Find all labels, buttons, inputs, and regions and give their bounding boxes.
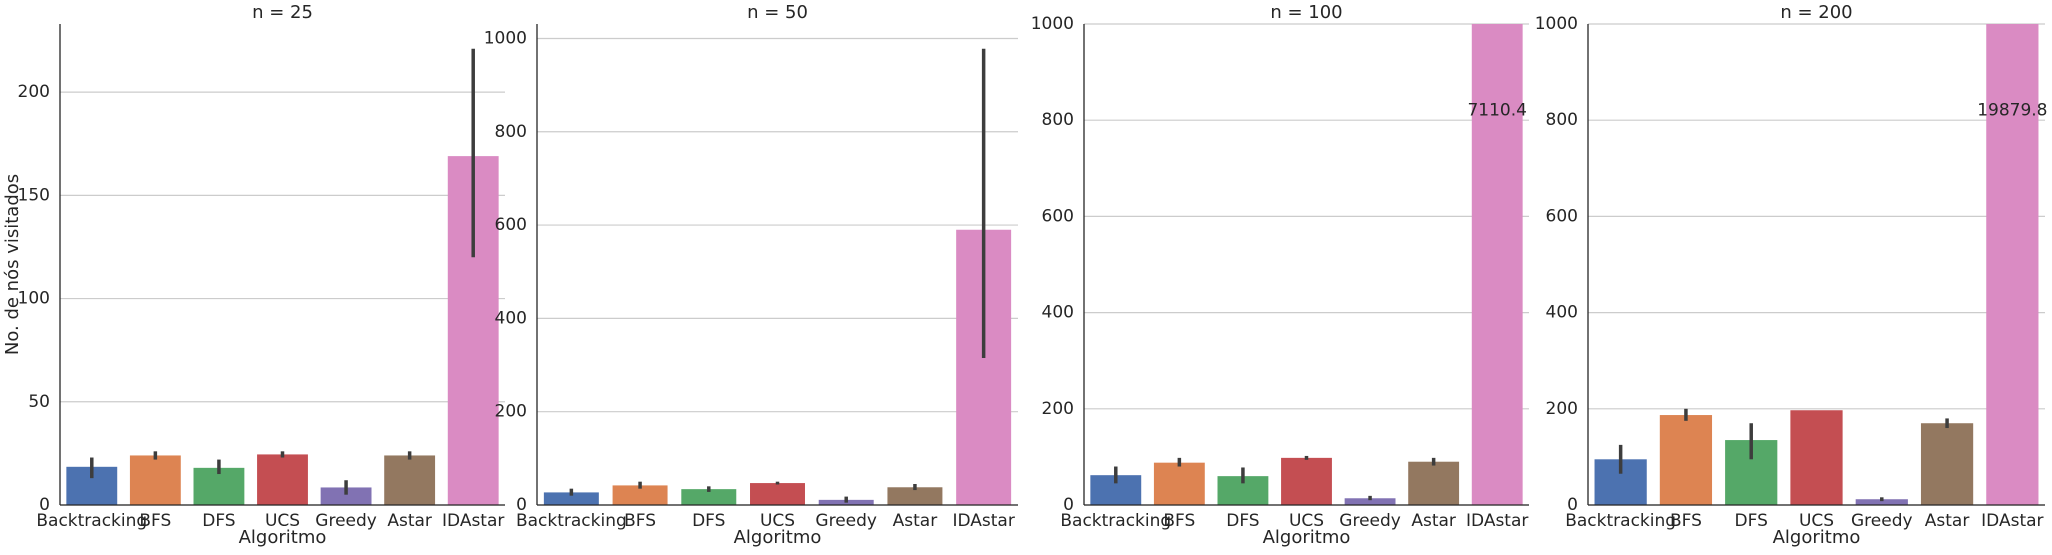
y-tick-label: 100 (18, 289, 50, 309)
bars (1090, 24, 1523, 505)
y-tick-label: 400 (1546, 303, 1578, 323)
x-tick-label: BFS (139, 511, 171, 531)
x-tick-label: IDAstar (1981, 511, 2043, 531)
x-tick-label: DFS (202, 511, 235, 531)
bar (129, 455, 181, 505)
x-tick-label: DFS (1735, 511, 1768, 531)
x-tick-label: BFS (1670, 511, 1702, 531)
x-tick-label: Backtracking (36, 511, 147, 531)
y-tick-label: 200 (1546, 399, 1578, 419)
y-tick-label: 800 (495, 122, 527, 142)
y-tick-label: 400 (495, 308, 527, 328)
x-tick-label: UCS (1289, 511, 1324, 531)
bars (1594, 24, 2039, 505)
value-label: 7110.4 (1467, 101, 1526, 121)
x-tick-label: BFS (1163, 511, 1195, 531)
bar (1281, 457, 1332, 505)
y-tick-label: 800 (1042, 110, 1074, 130)
y-tick-label: 0 (516, 495, 527, 515)
bar (681, 489, 737, 505)
x-tick-label: Astar (1411, 511, 1456, 531)
x-tick-label: UCS (760, 511, 795, 531)
panel: n = 25 Algoritmo No. de nós visitados 0 50 10… (2, 2, 505, 548)
y-axis-label: No. de nós visitados (2, 174, 23, 355)
y-tick-label: 150 (18, 185, 50, 205)
y-tick-label: 50 (28, 392, 50, 412)
bar (1790, 410, 1843, 505)
x-tick-label: Greedy (815, 511, 877, 531)
y-tick-label: 400 (1042, 303, 1074, 323)
bar (612, 485, 668, 505)
y-tick-label: 600 (1546, 206, 1578, 226)
panel-title: n = 200 (1780, 2, 1852, 23)
y-tick-label: 800 (1546, 110, 1578, 130)
x-tick-label: Greedy (1339, 511, 1401, 531)
panel: n = 100 Algoritmo 0 200 400 600 800 1000 Backtra… (1031, 2, 1529, 548)
bar (1408, 461, 1460, 505)
x-axis-label: Algoritmo (239, 527, 327, 548)
bar (1659, 415, 1713, 505)
y-tick-label: 600 (495, 215, 527, 235)
y-tick-label: 0 (1063, 495, 1074, 515)
x-tick-label: IDAstar (1466, 511, 1528, 531)
x-tick-label: UCS (265, 511, 300, 531)
bar (384, 455, 436, 505)
x-tick-label: Backtracking (1060, 511, 1171, 531)
x-axis-label: Algoritmo (1263, 527, 1351, 548)
y-tick-label: 0 (39, 495, 50, 515)
bar (1471, 24, 1523, 505)
y-tick-label: 600 (1042, 206, 1074, 226)
x-tick-label: Greedy (315, 511, 377, 531)
bar (543, 492, 599, 505)
x-tick-label: Astar (893, 511, 938, 531)
bar (1855, 499, 1908, 505)
bar (750, 483, 805, 505)
x-tick-label: Backtracking (1565, 511, 1676, 531)
x-tick-label: BFS (624, 511, 656, 531)
x-tick-label: DFS (692, 511, 725, 531)
panel: n = 50 Algoritmo 0 200 400 600 800 1000 Backtrac… (484, 2, 1018, 548)
bar (1153, 462, 1205, 505)
x-axis-label: Algoritmo (734, 527, 822, 548)
bars (66, 48, 499, 505)
bar (1920, 423, 1974, 505)
bar (887, 487, 943, 505)
panel-title: n = 50 (747, 2, 808, 23)
x-tick-label: Astar (1925, 511, 1970, 531)
x-tick-label: IDAstar (952, 511, 1014, 531)
panel: n = 200 Algoritmo 0 200 400 600 800 1000 Backtra… (1535, 2, 2048, 548)
x-axis-label: Algoritmo (1773, 527, 1861, 548)
y-tick-label: 1000 (1031, 14, 1074, 34)
x-tick-label: DFS (1226, 511, 1259, 531)
y-tick-label: 200 (1042, 399, 1074, 419)
bar (320, 487, 372, 505)
x-tick-label: Greedy (1851, 511, 1913, 531)
y-tick-label: 1000 (484, 28, 527, 48)
y-tick-label: 0 (1567, 495, 1578, 515)
y-tick-label: 200 (18, 82, 50, 102)
panel-title: n = 25 (252, 2, 313, 23)
bar (257, 454, 308, 505)
x-tick-label: Backtracking (516, 511, 627, 531)
y-tick-label: 1000 (1535, 14, 1578, 34)
bars (543, 48, 1012, 505)
x-tick-label: Astar (387, 511, 432, 531)
x-tick-label: IDAstar (442, 511, 504, 531)
bar (1986, 24, 2039, 505)
value-label: 19879.8 (1977, 101, 2047, 121)
y-tick-label: 200 (495, 402, 527, 422)
bar (1344, 498, 1396, 505)
panel-title: n = 100 (1270, 2, 1342, 23)
x-tick-label: UCS (1799, 511, 1834, 531)
